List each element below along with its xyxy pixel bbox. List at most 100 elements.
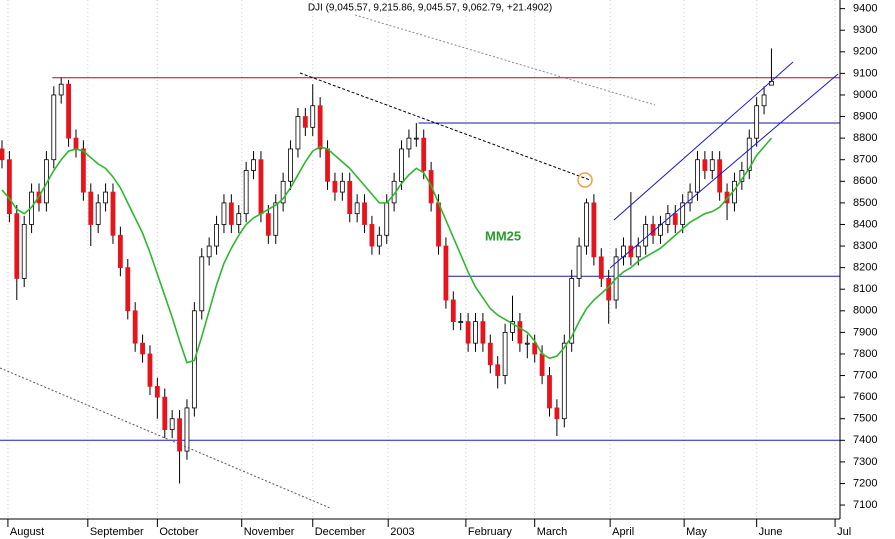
candle-body — [510, 321, 515, 333]
candle-body — [103, 191, 108, 204]
candle-body — [80, 148, 86, 193]
candle-body — [243, 170, 249, 215]
channel-line — [613, 61, 794, 221]
candle-body — [695, 159, 700, 193]
candle-body — [399, 148, 404, 182]
candle-body — [702, 159, 708, 171]
candle-body — [21, 224, 27, 279]
y-tick-label: 9400 — [853, 3, 877, 15]
y-tick-label: 9100 — [853, 67, 877, 79]
x-tick-label: June — [759, 526, 783, 538]
candle-body — [687, 191, 693, 204]
candle-body — [66, 83, 71, 139]
y-tick-label: 9000 — [853, 89, 877, 101]
candle-body — [302, 116, 308, 128]
ma-label: MM25 — [485, 228, 521, 243]
candle-body — [265, 213, 271, 236]
candle-body — [406, 137, 412, 150]
candle-body — [495, 364, 501, 376]
candle-body — [339, 180, 345, 193]
y-tick-label: 7500 — [853, 413, 877, 425]
y-tick-label: 7800 — [853, 348, 877, 360]
candle-body — [95, 202, 101, 225]
candle-body — [524, 342, 530, 345]
y-tick-label: 8000 — [853, 305, 877, 317]
candle-body — [125, 267, 131, 312]
candle-body — [598, 256, 604, 279]
candle-body — [436, 202, 441, 247]
candle-body — [517, 321, 523, 344]
candle-body — [576, 245, 582, 279]
candle-body — [88, 191, 94, 225]
x-tick-label: May — [686, 526, 707, 538]
candle-body — [147, 353, 153, 387]
y-tick-label: 7700 — [853, 369, 877, 381]
candle-body — [547, 375, 552, 409]
y-tick-label: 7900 — [853, 326, 877, 338]
candle-body — [273, 202, 279, 236]
candle-body — [376, 234, 382, 247]
candle-body — [591, 202, 597, 258]
candle-body — [206, 245, 212, 258]
y-tick-label: 8700 — [853, 154, 877, 166]
x-tick-label: October — [159, 526, 198, 538]
candle-body — [117, 234, 123, 269]
candle-body — [258, 159, 264, 215]
candle-body — [58, 83, 64, 96]
y-tick-label: 8600 — [853, 175, 877, 187]
highlight-circle — [577, 172, 593, 188]
x-tick-label: 2003 — [390, 526, 414, 538]
x-tick-label: April — [612, 526, 634, 538]
candle-body — [347, 180, 353, 215]
moving-average-line — [1, 137, 773, 364]
x-tick-label: Jul — [837, 526, 851, 538]
candle-body — [177, 418, 182, 452]
y-tick-label: 9200 — [853, 46, 877, 58]
candle-body — [480, 321, 486, 344]
candle-body — [450, 299, 456, 322]
candle-body — [6, 159, 12, 215]
candle-body — [280, 180, 286, 204]
candle-body — [236, 213, 242, 225]
channel-line — [609, 73, 839, 269]
y-tick-label: 7400 — [853, 434, 877, 446]
candle-body — [73, 137, 79, 150]
candle-body — [554, 407, 560, 420]
candle-body — [458, 321, 464, 323]
candle-body — [251, 159, 256, 171]
candle-body — [502, 331, 508, 376]
candle-body — [154, 385, 160, 398]
candle-body — [635, 245, 641, 258]
candle-body — [332, 180, 338, 193]
chart-title: DJI (9,045.57, 9,215.86, 9,045.57, 9,062… — [308, 3, 552, 14]
candle-body — [288, 148, 293, 182]
y-tick-label: 8100 — [853, 283, 877, 295]
candle-body — [561, 342, 567, 420]
candle-body — [214, 224, 219, 247]
candle-body — [169, 418, 175, 430]
x-tick-label: September — [90, 526, 144, 538]
trend-line — [299, 72, 591, 181]
candle-body — [221, 202, 227, 225]
y-tick-label: 7600 — [853, 391, 877, 403]
candle-body — [317, 105, 323, 150]
candle-body — [569, 278, 575, 344]
candle-body — [0, 148, 5, 161]
candle-body — [310, 105, 316, 128]
candle-body — [487, 342, 493, 366]
x-tick-label: February — [468, 526, 513, 538]
candle-body — [184, 407, 190, 452]
candle-body — [746, 137, 752, 171]
candle-body — [584, 202, 589, 247]
x-tick-label: November — [244, 526, 295, 538]
y-tick-label: 8900 — [853, 110, 877, 122]
y-tick-label: 7200 — [853, 477, 877, 489]
y-tick-label: 9300 — [853, 24, 877, 36]
y-tick-label: 8800 — [853, 132, 877, 144]
candle-body — [473, 321, 478, 344]
candle-body — [228, 202, 234, 225]
candle-body — [643, 224, 649, 247]
candle-body — [532, 342, 538, 355]
candle-body — [199, 256, 205, 312]
x-tick-label: March — [537, 526, 568, 538]
